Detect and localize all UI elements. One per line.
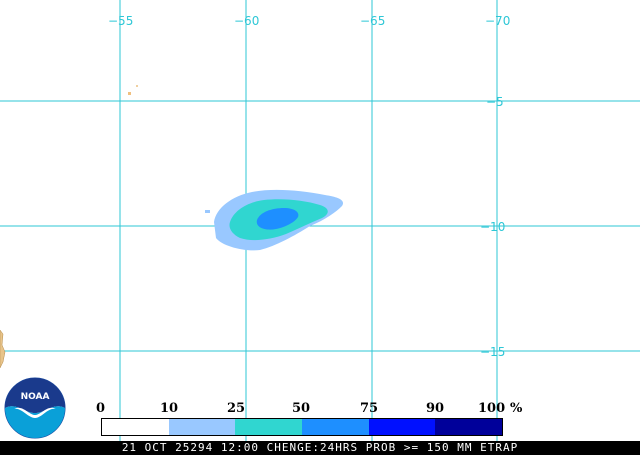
noaa-logo-icon: NOAA	[4, 377, 66, 439]
lat-label: −5	[486, 95, 504, 109]
footer-caption: 21 OCT 25294 12:00 CHENGE:24HRS PROB >= …	[0, 441, 640, 455]
lat-lon-grid	[0, 0, 640, 441]
legend-unit: %	[510, 401, 523, 416]
legend-swatch	[302, 419, 369, 435]
legend-label: 100	[478, 401, 506, 416]
speck	[136, 85, 138, 87]
coastline	[0, 329, 6, 369]
lat-label: −10	[480, 220, 505, 234]
legend-swatch	[368, 419, 436, 435]
legend-label: 90	[426, 401, 445, 416]
legend-swatch	[102, 419, 169, 435]
noaa-logo-text: NOAA	[21, 392, 50, 402]
legend-label: 25	[227, 401, 246, 416]
legend-swatch	[435, 419, 503, 435]
legend-swatch	[235, 419, 303, 435]
lon-label: −70	[485, 14, 510, 28]
legend-swatch	[168, 419, 236, 435]
longitude-labels: −55 −60 −65 −70	[108, 14, 510, 28]
lon-label: −65	[360, 14, 385, 28]
legend-label: 50	[292, 401, 311, 416]
lon-label: −60	[234, 14, 259, 28]
lon-label: −55	[108, 14, 133, 28]
probability-field	[205, 189, 344, 251]
lat-label: −15	[480, 345, 505, 359]
prob-contour-50	[256, 208, 299, 230]
legend-label: 10	[160, 401, 179, 416]
speck	[205, 210, 210, 213]
legend-color-bar	[101, 418, 503, 436]
speck	[128, 92, 131, 95]
legend-label: 75	[360, 401, 379, 416]
legend-label: 0	[96, 401, 106, 416]
latitude-labels: −5 −10 −15	[480, 95, 505, 359]
speck	[334, 199, 340, 202]
